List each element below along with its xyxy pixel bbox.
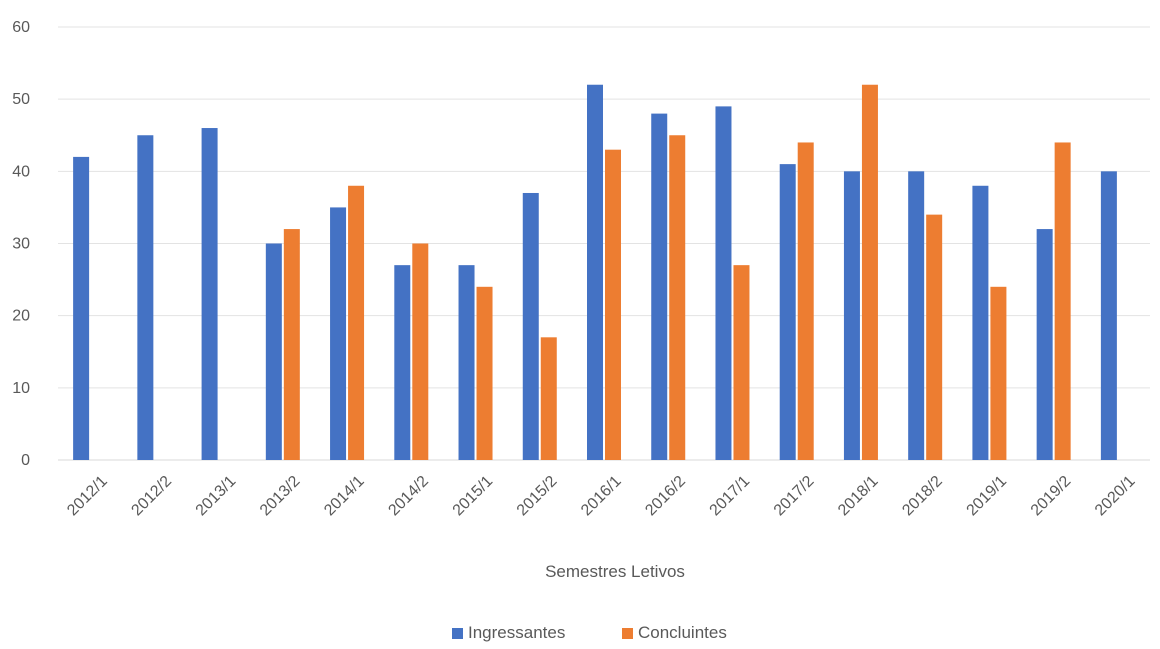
bars <box>73 84 1117 461</box>
bar-ingressantes-2013-2 <box>265 243 282 460</box>
y-tick-label: 60 <box>12 19 30 36</box>
bar-ingressantes-2013-1 <box>201 128 218 461</box>
y-tick-label: 0 <box>21 452 30 469</box>
x-tick-label: 2019/1 <box>964 473 1011 520</box>
bar-concluintes-2018-2 <box>926 214 943 460</box>
y-tick-label: 40 <box>12 163 30 180</box>
bar-concluintes-2019-2 <box>1054 142 1071 460</box>
x-axis-title: Semestres Letivos <box>545 562 685 581</box>
bar-ingressantes-2014-2 <box>394 265 411 460</box>
bar-concluintes-2019-1 <box>990 286 1007 460</box>
bar-ingressantes-2016-1 <box>587 84 603 460</box>
x-tick-label: 2018/2 <box>899 473 946 520</box>
bar-ingressantes-2016-2 <box>651 113 668 460</box>
y-tick-label: 50 <box>12 91 30 108</box>
y-tick-label: 10 <box>12 380 30 397</box>
bar-concluintes-2017-2 <box>797 142 814 460</box>
x-tick-label: 2015/2 <box>514 473 561 520</box>
x-axis-ticks: 2012/1 2012/2 2013/1 2013/2 2014/1 2014/2 2015… <box>64 473 1138 520</box>
x-tick-label: 2020/1 <box>1092 473 1139 520</box>
x-tick-label: 2017/1 <box>707 473 754 520</box>
bar-concluintes-2014-2 <box>412 243 429 460</box>
bar-ingressantes-2015-2 <box>522 192 539 460</box>
bar-concluintes-2015-2 <box>540 337 557 460</box>
y-axis-ticks: 0 10 20 30 40 50 60 <box>12 19 30 469</box>
legend-swatch-ingressantes <box>452 628 463 639</box>
gridlines <box>58 26 1150 461</box>
bar-ingressantes-2012-1 <box>73 156 90 460</box>
bar-concluintes-2016-1 <box>605 149 621 460</box>
bar-concluintes-2013-2 <box>283 229 300 460</box>
bar-ingressantes-2019-2 <box>1036 229 1053 460</box>
bar-ingressantes-2020-1 <box>1100 171 1117 461</box>
bar-ingressantes-2018-2 <box>908 171 925 461</box>
x-tick-label: 2019/2 <box>1028 473 1075 520</box>
x-tick-label: 2016/2 <box>642 473 689 520</box>
bar-ingressantes-2017-2 <box>779 164 796 460</box>
bar-ingressantes-2015-1 <box>458 265 475 460</box>
legend-label-ingressantes: Ingressantes <box>468 623 565 642</box>
x-tick-label: 2015/1 <box>450 473 497 520</box>
legend: Ingressantes Concluintes <box>452 623 727 642</box>
bar-ingressantes-2019-1 <box>972 185 989 460</box>
bar-ingressantes-2018-1 <box>843 171 860 461</box>
x-tick-label: 2017/2 <box>771 473 818 520</box>
bar-concluintes-2014-1 <box>348 185 365 460</box>
x-tick-label: 2012/1 <box>64 473 111 520</box>
legend-swatch-concluintes <box>622 628 633 639</box>
x-tick-label: 2016/1 <box>578 473 625 520</box>
bar-ingressantes-2014-1 <box>330 207 347 460</box>
y-tick-label: 30 <box>12 236 30 253</box>
bar-concluintes-2017-1 <box>733 265 750 460</box>
bar-concluintes-2018-1 <box>861 84 878 460</box>
bar-ingressantes-2012-2 <box>137 135 154 460</box>
legend-label-concluintes: Concluintes <box>638 623 727 642</box>
x-tick-label: 2014/1 <box>321 473 368 520</box>
x-tick-label: 2014/2 <box>385 473 432 520</box>
x-tick-label: 2012/2 <box>128 473 175 520</box>
bar-concluintes-2015-1 <box>476 286 493 460</box>
bar-concluintes-2016-2 <box>669 135 686 460</box>
x-tick-label: 2013/2 <box>257 473 304 520</box>
y-tick-label: 20 <box>12 308 30 325</box>
x-tick-label: 2013/1 <box>193 473 240 520</box>
x-tick-label: 2018/1 <box>835 473 882 520</box>
bar-ingressantes-2017-1 <box>715 106 732 460</box>
